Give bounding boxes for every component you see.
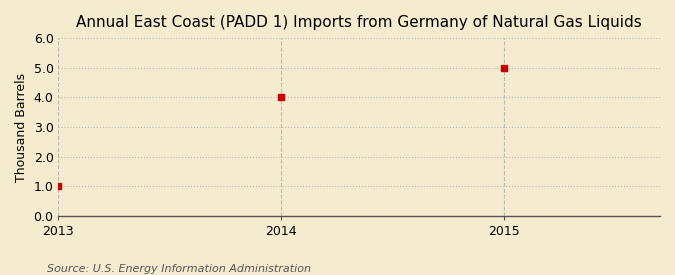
Title: Annual East Coast (PADD 1) Imports from Germany of Natural Gas Liquids: Annual East Coast (PADD 1) Imports from …	[76, 15, 642, 30]
Text: Source: U.S. Energy Information Administration: Source: U.S. Energy Information Administ…	[47, 264, 311, 274]
Y-axis label: Thousand Barrels: Thousand Barrels	[15, 73, 28, 182]
